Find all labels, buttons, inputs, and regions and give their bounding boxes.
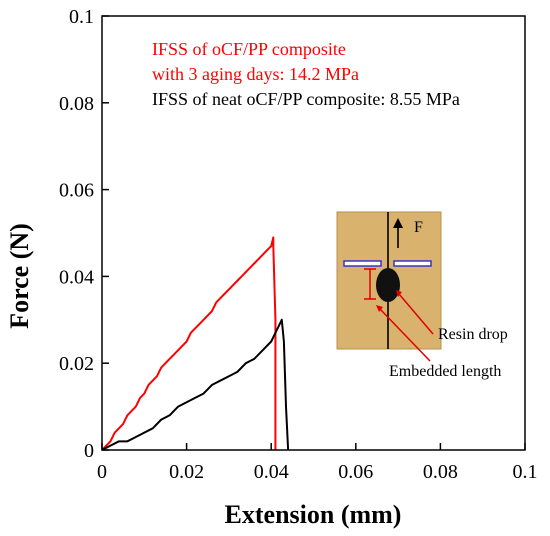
- x-axis-title: Extension (mm): [225, 500, 402, 529]
- x-tick-label: 0.02: [169, 461, 204, 483]
- blade-right: [393, 260, 432, 267]
- resin-drop: [376, 268, 400, 302]
- resin-drop-pointer: [396, 290, 434, 335]
- y-axis-title: Force (N): [5, 223, 34, 329]
- blade-left: [343, 260, 382, 267]
- microdroplet-inset: F: [336, 211, 442, 350]
- annotation-aged-ifss-line1: IFSS of oCF/PP composite: [152, 39, 346, 59]
- y-tick-label: 0: [84, 440, 94, 462]
- tick-layer: 0 0.02 0.04 0.06 0.08 0.1 0 0.02 0.04 0.06 0.08 0.1: [59, 6, 538, 483]
- x-tick-label: 0: [97, 461, 107, 483]
- x-tick-label: 0.06: [338, 461, 373, 483]
- annotation-aged-ifss-line2: with 3 aging days: 14.2 MPa: [152, 64, 359, 84]
- series-line-neat: [101, 318, 290, 451]
- series-line-aged: [101, 236, 277, 451]
- embedded-length-label: Embedded length: [389, 363, 501, 380]
- y-tick-label: 0.08: [59, 93, 94, 115]
- y-tick-label: 0.04: [59, 266, 94, 288]
- y-tick-label: 0.1: [69, 6, 94, 28]
- force-arrow-icon: [393, 218, 403, 248]
- resin-drop-label: Resin drop: [438, 326, 508, 343]
- embedded-length-pointer: [376, 305, 431, 362]
- y-tick-label: 0.06: [59, 180, 94, 202]
- series-layer: [101, 236, 290, 451]
- force-label: F: [414, 219, 423, 236]
- plot-frame: [101, 15, 526, 451]
- x-tick-label: 0.04: [254, 461, 289, 483]
- embedded-length-marker: [364, 268, 376, 300]
- x-tick-label: 0.08: [423, 461, 458, 483]
- x-tick-label: 0.1: [513, 461, 538, 483]
- y-tick-label: 0.02: [59, 353, 94, 375]
- annotation-neat-ifss: IFSS of neat oCF/PP composite: 8.55 MPa: [152, 89, 460, 109]
